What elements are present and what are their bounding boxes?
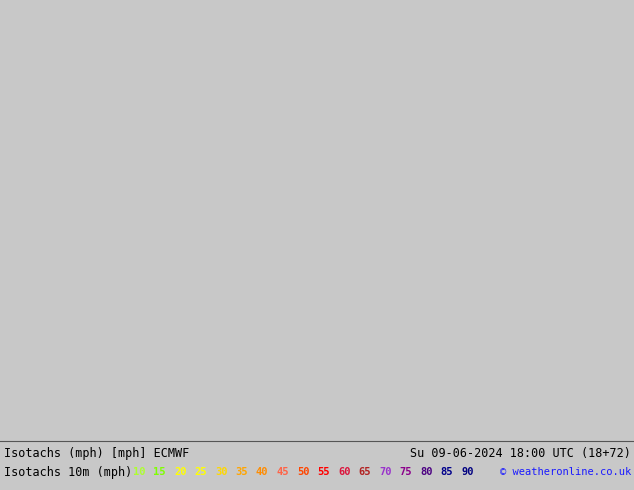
Text: 75: 75 xyxy=(399,467,412,477)
Text: 70: 70 xyxy=(379,467,392,477)
Text: 80: 80 xyxy=(420,467,432,477)
Text: Isotachs 10m (mph): Isotachs 10m (mph) xyxy=(4,466,133,479)
Text: © weatheronline.co.uk: © weatheronline.co.uk xyxy=(500,467,631,477)
Text: 65: 65 xyxy=(358,467,371,477)
Text: Su 09-06-2024 18:00 UTC (18+72): Su 09-06-2024 18:00 UTC (18+72) xyxy=(410,446,631,460)
Text: 20: 20 xyxy=(174,467,186,477)
Text: 15: 15 xyxy=(153,467,166,477)
Text: 90: 90 xyxy=(461,467,474,477)
Text: Isotachs (mph) [mph] ECMWF: Isotachs (mph) [mph] ECMWF xyxy=(4,446,190,460)
Text: 45: 45 xyxy=(276,467,289,477)
Text: 60: 60 xyxy=(338,467,351,477)
Text: 85: 85 xyxy=(441,467,453,477)
Text: 35: 35 xyxy=(235,467,248,477)
Text: 50: 50 xyxy=(297,467,309,477)
Text: 10: 10 xyxy=(133,467,145,477)
Text: 40: 40 xyxy=(256,467,269,477)
Text: 25: 25 xyxy=(195,467,207,477)
Text: 30: 30 xyxy=(215,467,228,477)
Text: 55: 55 xyxy=(318,467,330,477)
